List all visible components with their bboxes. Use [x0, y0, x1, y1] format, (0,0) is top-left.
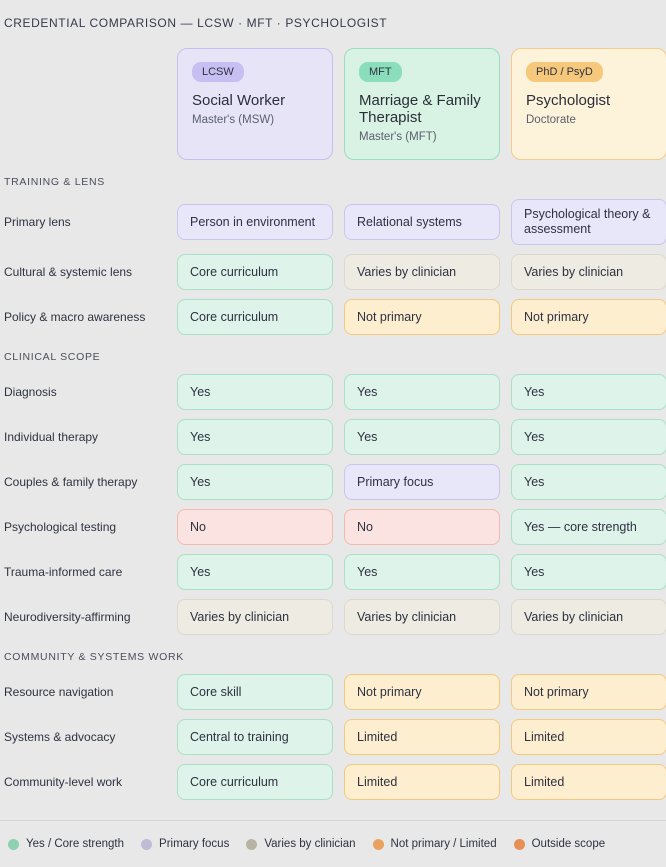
row-label: Cultural & systemic lens: [4, 265, 133, 279]
value-cell-primary: Person in environment: [177, 204, 333, 240]
value-cell-yes: Core curriculum: [177, 764, 333, 800]
comparison-grid: LCSW Social Worker Master's (MSW) MFT Marria…: [4, 48, 666, 800]
value-cell-yes: Central to training: [177, 719, 333, 755]
row-label: Trauma-informed care: [4, 565, 123, 579]
value-cell-no: No: [177, 509, 333, 545]
credential-badge: LCSW: [192, 62, 244, 82]
legend-item: Yes / Core strength: [8, 838, 124, 851]
row-label: Resource navigation: [4, 685, 114, 699]
value-cell-limited: Not primary: [511, 674, 666, 710]
row-label: Community-level work: [4, 775, 123, 789]
section-header: COMMUNITY & SYSTEMS WORK: [4, 651, 184, 663]
value-cell-varies: Varies by clinician: [344, 599, 500, 635]
row-label: Neurodiversity-affirming: [4, 610, 131, 624]
value-cell-no: No: [344, 509, 500, 545]
column-title: Social Worker: [192, 92, 286, 109]
legend-label: Outside scope: [531, 838, 606, 850]
column-title: Marriage & Family Therapist: [359, 92, 481, 126]
column-header-card: MFT Marriage & Family Therapist Master's (…: [344, 48, 500, 160]
column-header-card: PhD / PsyD Psychologist Doctorate: [511, 48, 666, 160]
value-cell-varies: Varies by clinician: [177, 599, 333, 635]
value-cell-yes: Yes: [344, 374, 500, 410]
legend-divider: [0, 820, 666, 821]
column-title: Psychologist: [526, 92, 611, 109]
legend-dot-icon: [513, 839, 525, 850]
value-cell-yes: Yes: [177, 554, 333, 590]
column-subtitle: Doctorate: [526, 114, 576, 126]
legend-dot-icon: [246, 839, 258, 850]
value-cell-limited: Limited: [511, 764, 666, 800]
legend-item: Outside scope: [513, 838, 606, 851]
legend-dot-icon: [8, 839, 19, 850]
legend-label: Varies by clinician: [264, 838, 356, 850]
value-cell-limited: Not primary: [344, 299, 500, 335]
row-label: Policy & macro awareness: [4, 310, 146, 324]
value-cell-yes: Core skill: [177, 674, 333, 710]
value-cell-limited: Limited: [344, 719, 500, 755]
value-cell-varies: Varies by clinician: [511, 599, 666, 635]
value-cell-primary: Psychological theory & assessment: [511, 199, 666, 245]
credential-badge: PhD / PsyD: [526, 62, 603, 82]
column-subtitle: Master's (MSW): [192, 114, 275, 126]
legend-item: Not primary / Limited: [372, 838, 497, 851]
value-cell-limited: Limited: [511, 719, 666, 755]
value-cell-varies: Varies by clinician: [344, 254, 500, 290]
row-label: Couples & family therapy: [4, 475, 138, 489]
value-cell-yes: Yes: [344, 554, 500, 590]
value-cell-yes: Core curriculum: [177, 254, 333, 290]
value-cell-yes: Yes: [511, 554, 666, 590]
value-cell-primary: Primary focus: [344, 464, 500, 500]
legend: Yes / Core strength Primary focus Varies b…: [4, 821, 666, 851]
value-cell-yes: Yes — core strength: [511, 509, 666, 545]
value-cell-yes: Core curriculum: [177, 299, 333, 335]
value-cell-primary: Relational systems: [344, 204, 500, 240]
legend-dot-icon: [372, 839, 384, 850]
value-cell-varies: Varies by clinician: [511, 254, 666, 290]
value-cell-yes: Yes: [511, 464, 666, 500]
value-cell-yes: Yes: [177, 374, 333, 410]
value-cell-yes: Yes: [177, 464, 333, 500]
value-cell-limited: Not primary: [344, 674, 500, 710]
row-label: Individual therapy: [4, 430, 99, 444]
row-label: Systems & advocacy: [4, 730, 116, 744]
legend-dot-icon: [141, 839, 153, 850]
legend-label: Yes / Core strength: [26, 838, 125, 850]
row-label: Diagnosis: [4, 385, 57, 399]
legend-label: Primary focus: [159, 838, 230, 850]
column-header-card: LCSW Social Worker Master's (MSW): [177, 48, 333, 160]
row-label: Primary lens: [4, 215, 71, 229]
credential-badge: MFT: [359, 62, 402, 82]
section-header: CLINICAL SCOPE: [4, 351, 101, 363]
value-cell-yes: Yes: [177, 419, 333, 455]
legend-label: Not primary / Limited: [390, 838, 497, 850]
row-label: Psychological testing: [4, 520, 117, 534]
legend-item: Varies by clinician: [246, 838, 356, 851]
value-cell-yes: Yes: [344, 419, 500, 455]
value-cell-limited: Not primary: [511, 299, 666, 335]
value-cell-limited: Limited: [344, 764, 500, 800]
column-subtitle: Master's (MFT): [359, 131, 437, 143]
value-cell-yes: Yes: [511, 419, 666, 455]
page-title: CREDENTIAL COMPARISON — LCSW · MFT · PSY…: [4, 16, 388, 30]
value-cell-yes: Yes: [511, 374, 666, 410]
legend-item: Primary focus: [141, 838, 229, 851]
section-header: TRAINING & LENS: [4, 176, 105, 188]
